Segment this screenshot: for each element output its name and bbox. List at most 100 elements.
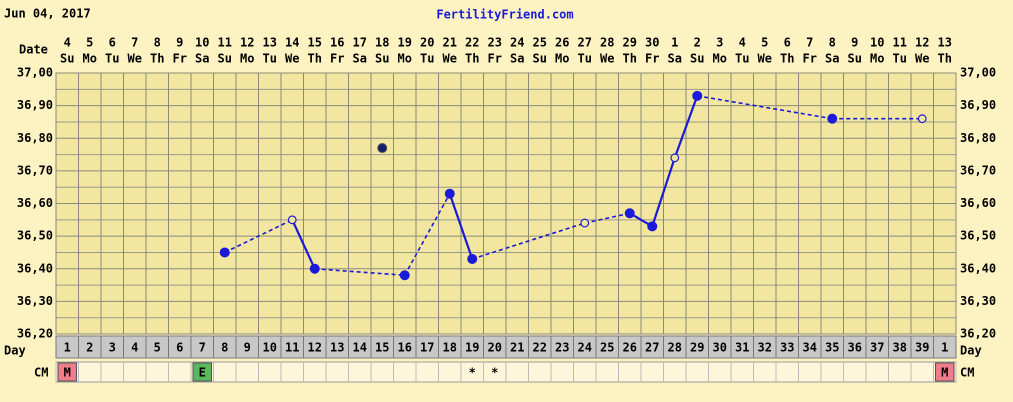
x-tick-label: 19 [465, 341, 479, 355]
x-tick-label: 33 [780, 341, 794, 355]
date-label: 21 [443, 36, 457, 50]
x-tick-label: 2 [86, 341, 93, 355]
temp-point [670, 153, 680, 163]
temp-point [580, 218, 590, 228]
x-tick-label: 25 [600, 341, 614, 355]
x-tick-label: 7 [199, 341, 206, 355]
temp-point [377, 143, 388, 154]
temp-point [399, 270, 410, 281]
x-tick-label: 32 [758, 341, 772, 355]
date-label: 14 [285, 36, 299, 50]
weekday-label: Mo [555, 52, 569, 66]
x-tick-label: 38 [893, 341, 907, 355]
weekday-label: Mo [870, 52, 884, 66]
temp-line [673, 95, 699, 159]
weekday-label: Mo [83, 52, 97, 66]
weekday-label: We [285, 52, 299, 66]
x-tick-label: 39 [915, 341, 929, 355]
date-label: 12 [915, 36, 929, 50]
weekday-label: We [443, 52, 457, 66]
x-tick-label: 5 [154, 341, 161, 355]
x-tick-label: 24 [578, 341, 592, 355]
y2-tick-label: 36,50 [960, 229, 996, 243]
y-tick-label: 37,00 [17, 66, 53, 80]
date-label: 13 [938, 36, 952, 50]
date-label: 7 [806, 36, 813, 50]
date-label: 28 [600, 36, 614, 50]
date-label: 15 [308, 36, 322, 50]
x-tick-label: 27 [645, 341, 659, 355]
date-label: 10 [870, 36, 884, 50]
date-label: 27 [578, 36, 592, 50]
date-label: 2 [694, 36, 701, 50]
x-tick-label: 1 [941, 341, 948, 355]
y-tick-label: 36,90 [17, 98, 53, 112]
temp-line [448, 193, 474, 260]
weekday-label: Tu [420, 52, 434, 66]
x-tick-label: 11 [285, 341, 299, 355]
x-tick-label: 36 [848, 341, 862, 355]
temp-point [467, 253, 478, 264]
cm-label: M [64, 366, 71, 380]
date-label: 13 [263, 36, 277, 50]
x-tick-label: 8 [221, 341, 228, 355]
cm-label: E [199, 366, 206, 380]
weekday-label: Sa [825, 52, 839, 66]
temp-line [697, 95, 833, 120]
temp-line [472, 222, 585, 260]
x-tick-label: 30 [713, 341, 727, 355]
header-date: Jun 04, 2017 [4, 7, 91, 21]
weekday-label: We [600, 52, 614, 66]
y-tick-label: 36,20 [17, 327, 53, 341]
weekday-label: Th [308, 52, 322, 66]
date-label: 12 [240, 36, 254, 50]
x-tick-label: 14 [353, 341, 367, 355]
weekday-label: Tu [263, 52, 277, 66]
x-tick-label: 29 [690, 341, 704, 355]
date-label: 5 [761, 36, 768, 50]
x-tick-label: 3 [109, 341, 116, 355]
cm-cell [935, 362, 955, 382]
weekday-label: Sa [195, 52, 209, 66]
date-label: 11 [893, 36, 907, 50]
x-tick-label: 10 [263, 341, 277, 355]
y-tick-label: 36,80 [17, 131, 53, 145]
weekday-label: Tu [893, 52, 907, 66]
temp-point [287, 215, 297, 225]
date-label: 9 [851, 36, 858, 50]
x-tick-label: 12 [308, 341, 322, 355]
temp-line [291, 219, 316, 270]
y2-tick-label: 36,70 [960, 163, 996, 177]
date-label: 8 [829, 36, 836, 50]
weekday-label: Sa [668, 52, 682, 66]
temp-line [584, 212, 630, 224]
y-tick-label: 36,50 [17, 229, 53, 243]
x-tick-label: 13 [330, 341, 344, 355]
y-tick-label: 36,40 [17, 261, 53, 275]
weekday-label: Su [218, 52, 232, 66]
weekday-label: Mo [713, 52, 727, 66]
x-tick-label: 35 [825, 341, 839, 355]
date-label: 17 [353, 36, 367, 50]
date-label: 18 [375, 36, 389, 50]
weekday-label: Su [848, 52, 862, 66]
date-label: 23 [488, 36, 502, 50]
y-tick-label: 36,30 [17, 294, 53, 308]
weekday-label: Fr [803, 52, 817, 66]
date-label: 30 [645, 36, 659, 50]
day-row-label: Day [4, 344, 26, 358]
temp-point [624, 208, 635, 219]
x-tick-label: 9 [244, 341, 251, 355]
x-tick-label: 23 [555, 341, 569, 355]
x-tick-label: 26 [623, 341, 637, 355]
temp-point [309, 263, 320, 274]
cm-row-label: CM [960, 366, 974, 380]
date-label: 5 [86, 36, 93, 50]
weekday-label: Su [60, 52, 74, 66]
day-row-label: Day [960, 344, 982, 358]
date-label: 25 [533, 36, 547, 50]
cm-row-label: CM [34, 366, 48, 380]
y2-tick-label: 36,60 [960, 196, 996, 210]
x-tick-label: 16 [398, 341, 412, 355]
